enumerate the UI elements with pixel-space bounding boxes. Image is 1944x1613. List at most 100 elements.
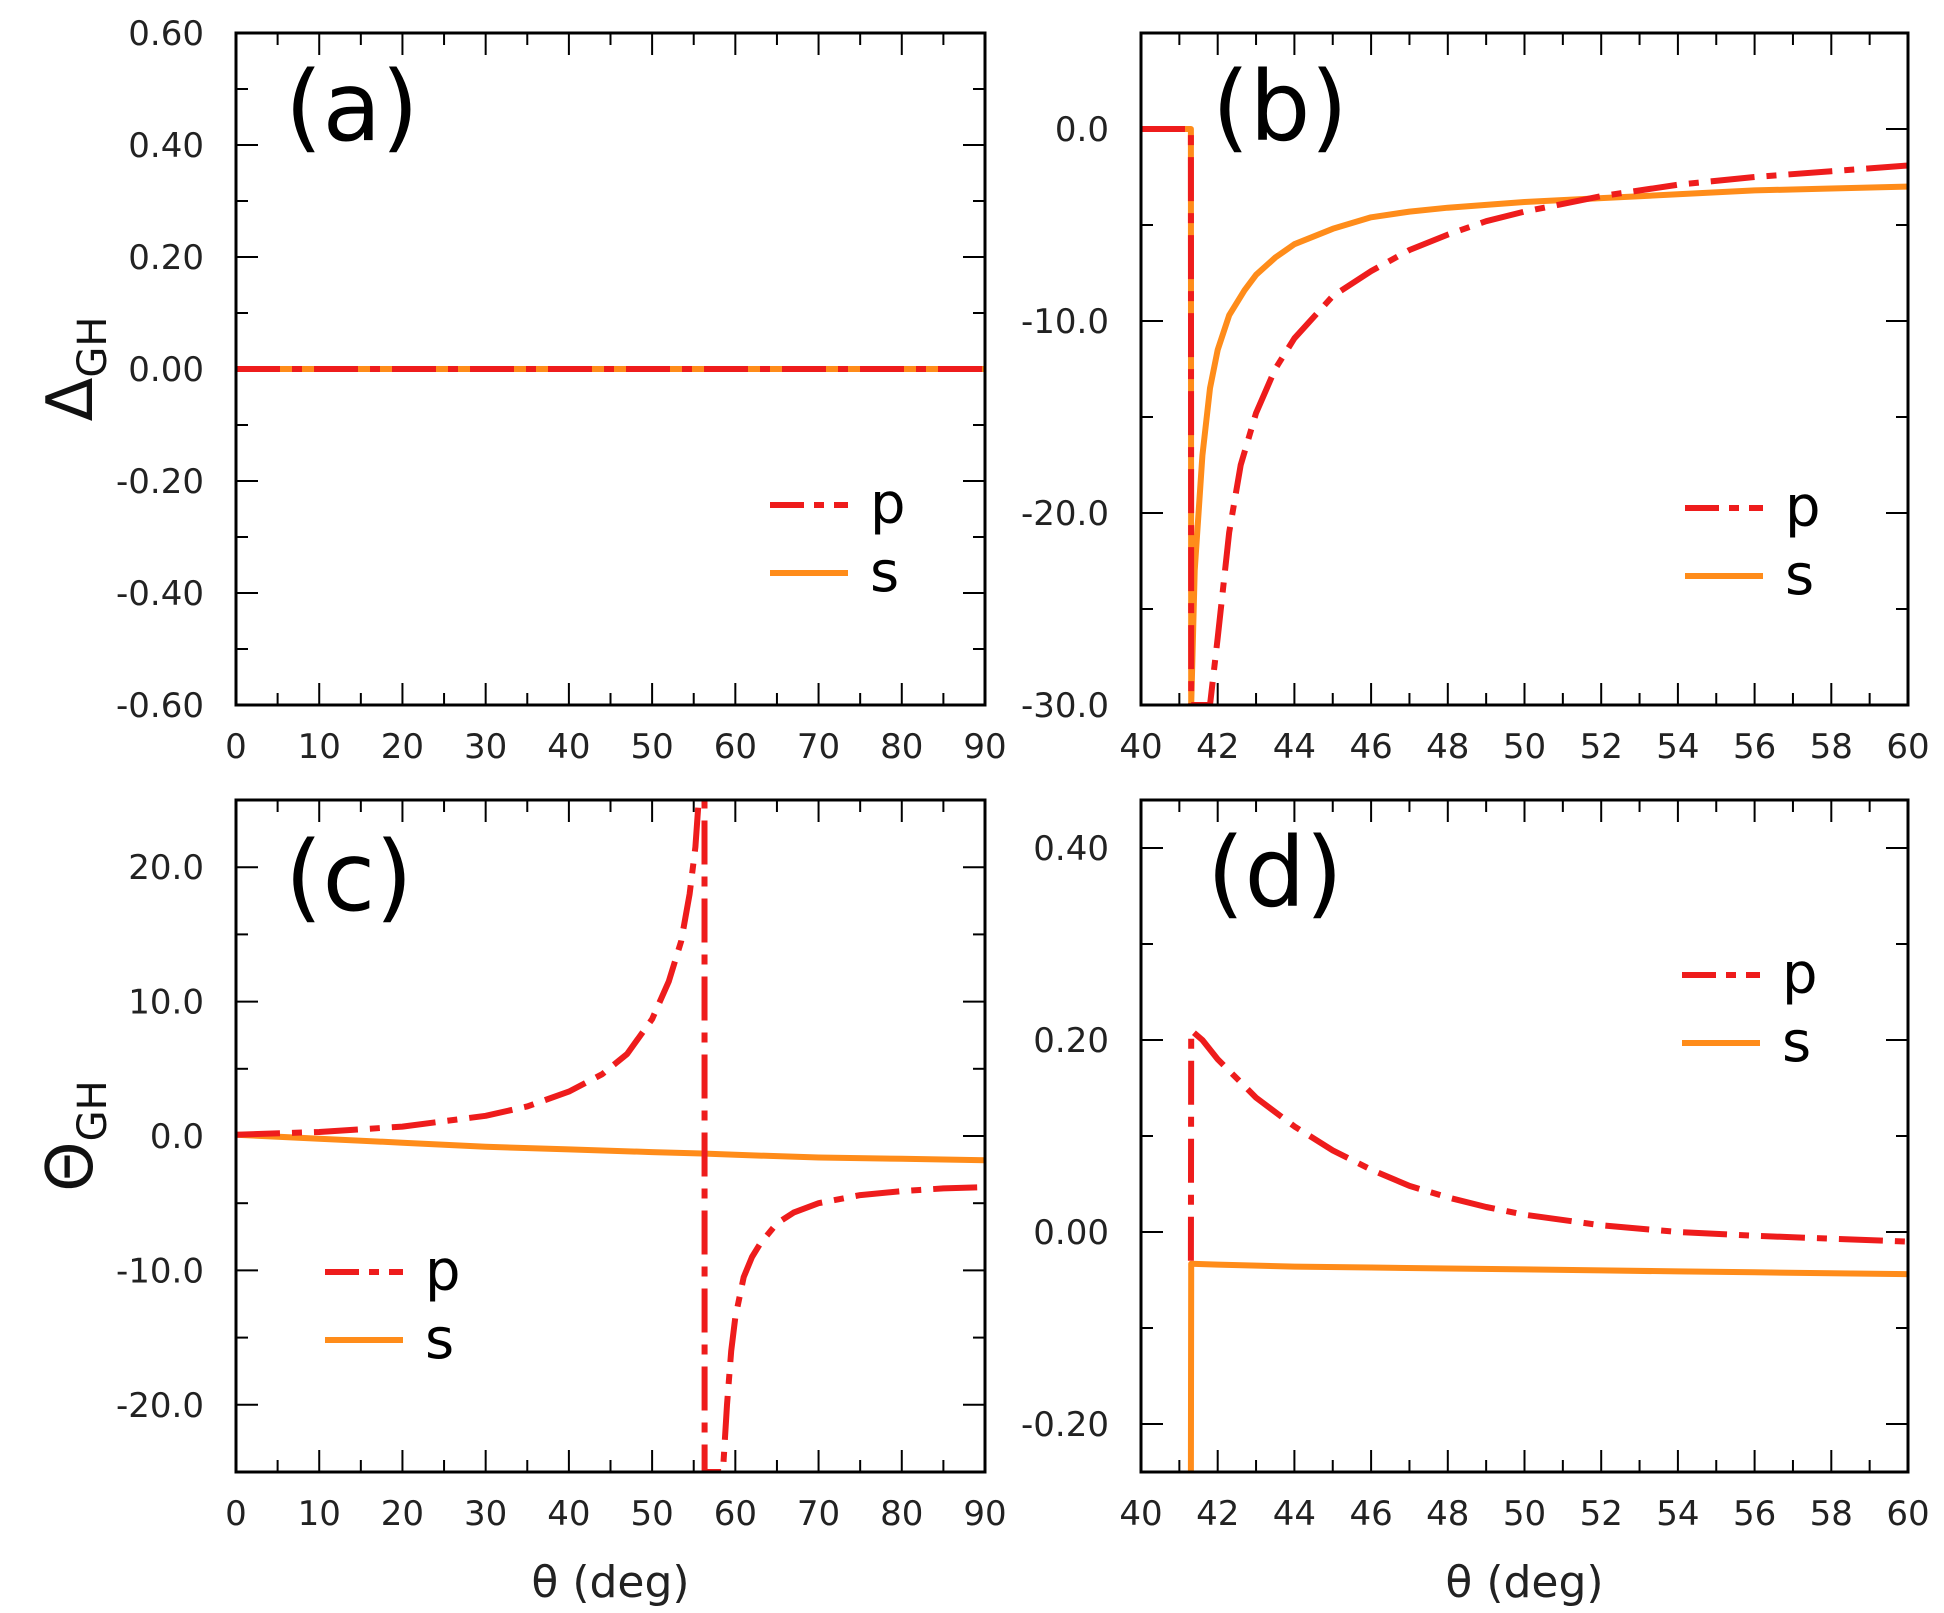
panel-label: (a) (285, 51, 419, 163)
legend-label-s: s (870, 540, 899, 605)
x-tick-label: 30 (464, 1494, 507, 1534)
legend-label-p: p (1782, 942, 1818, 1007)
series-group (1141, 126, 1908, 705)
y-tick-label: 20.0 (128, 848, 204, 888)
x-tick-label: 56 (1733, 727, 1776, 767)
panel-label: (d) (1207, 817, 1343, 929)
y-tick-label: 0.00 (1033, 1213, 1109, 1253)
x-tick-label: 40 (547, 1494, 590, 1534)
x-tick-label: 70 (797, 727, 840, 767)
legend: ps (1685, 475, 1821, 608)
legend-label-p: p (425, 1239, 461, 1304)
y-tick-label: -0.40 (116, 574, 204, 614)
plot-frame (234, 798, 987, 1474)
y-tick-label: 10.0 (128, 983, 204, 1023)
x-tick-label: 40 (1119, 1494, 1162, 1534)
panel-d: 40 42 44 46 48 50 52 54 56 58 60 0.40 0.20 0.00 -0.20 (… (1021, 798, 1930, 1608)
y-axis-title-sub: GH (70, 1080, 116, 1141)
y-tick-label: -10.0 (1021, 302, 1109, 342)
legend: ps (325, 1239, 461, 1372)
x-tick-label: 10 (298, 727, 341, 767)
y-tick-label: 0.20 (1033, 1021, 1109, 1061)
series-p-line (1141, 126, 1908, 705)
x-tick-label: 48 (1426, 1494, 1469, 1534)
y-tick-label: -10.0 (116, 1251, 204, 1291)
x-tick-label: 42 (1196, 1494, 1239, 1534)
y-tick-label: 0.20 (128, 238, 204, 278)
x-tick-label: 56 (1733, 1494, 1776, 1534)
x-tick-label: 58 (1810, 1494, 1853, 1534)
x-tick-label: 50 (1503, 727, 1546, 767)
x-tick-label: 10 (298, 1494, 341, 1534)
y-tick-label: -20.0 (116, 1386, 204, 1426)
x-tick-label: 46 (1349, 727, 1392, 767)
x-axis-title: θ (deg) (531, 1557, 689, 1608)
x-tick-label: 0 (225, 727, 247, 767)
x-tick-label: 42 (1196, 727, 1239, 767)
x-tick-label: 44 (1273, 727, 1316, 767)
legend: ps (1682, 942, 1818, 1075)
series-group (1187, 1027, 1908, 1472)
plot-frame (1139, 798, 1910, 1474)
legend-label-p: p (870, 472, 906, 537)
series-s-line (1141, 126, 1908, 705)
x-tick-label: 30 (464, 727, 507, 767)
y-tick-label: -0.20 (1021, 1405, 1109, 1445)
y-axis-title: ΘGH (34, 1080, 116, 1191)
panel-b: 40 42 44 46 48 50 52 54 56 58 60 0.0 -10.0 -20.0 -30.0… (1021, 31, 1930, 767)
x-tick-label: 46 (1349, 1494, 1392, 1534)
x-tick-label: 20 (381, 727, 424, 767)
y-axis-title-main: Θ (34, 1141, 108, 1191)
x-tick-label: 54 (1656, 1494, 1699, 1534)
x-tick-label: 40 (547, 727, 590, 767)
x-tick-label: 58 (1810, 727, 1853, 767)
x-tick-label: 80 (880, 1494, 923, 1534)
panel-c: 0 10 20 30 40 50 60 70 80 90 20.0 10.0 0.0 -10.0 -20.0… (34, 798, 1007, 1608)
series-s-line (1187, 1260, 1908, 1472)
x-tick-label: 50 (630, 1494, 673, 1534)
x-tick-label: 52 (1580, 727, 1623, 767)
x-tick-label: 44 (1273, 1494, 1316, 1534)
x-tick-label: 50 (1503, 1494, 1546, 1534)
plot-frame (1139, 31, 1910, 707)
y-tick-label: -30.0 (1021, 686, 1109, 726)
legend-label-s: s (1782, 1010, 1811, 1075)
legend-label-p: p (1785, 475, 1821, 540)
y-tick-label: -0.60 (116, 686, 204, 726)
x-tick-label: 60 (1886, 727, 1929, 767)
x-tick-label: 50 (630, 727, 673, 767)
ticks (1140, 800, 1909, 1472)
x-tick-label: 60 (714, 1494, 757, 1534)
legend: ps (770, 472, 906, 605)
x-tick-label: 90 (963, 727, 1006, 767)
y-axis-title: ΔGH (34, 317, 116, 422)
series-p-line (1187, 1027, 1908, 1261)
legend-label-s: s (425, 1307, 454, 1372)
y-tick-label: 0.00 (128, 350, 204, 390)
panel-label: (c) (285, 821, 413, 933)
x-tick-label: 52 (1580, 1494, 1623, 1534)
x-tick-label: 60 (1886, 1494, 1929, 1534)
plot-frame (234, 31, 987, 707)
y-tick-label: 0.40 (128, 126, 204, 166)
y-tick-label: 0.0 (150, 1117, 204, 1157)
x-tick-label: 90 (963, 1494, 1006, 1534)
y-tick-label: -0.20 (116, 462, 204, 502)
x-tick-label: 80 (880, 727, 923, 767)
x-tick-label: 54 (1656, 727, 1699, 767)
x-tick-label: 20 (381, 1494, 424, 1534)
y-tick-label: 0.60 (128, 14, 204, 54)
series-s-line (236, 1131, 985, 1164)
y-tick-label: 0.0 (1055, 110, 1109, 150)
y-tick-label: 0.40 (1033, 829, 1109, 869)
x-axis-title: θ (deg) (1445, 1557, 1603, 1608)
series-group (236, 800, 985, 1472)
y-tick-label: -20.0 (1021, 494, 1109, 534)
y-axis-title-sub: GH (70, 317, 116, 378)
x-tick-label: 70 (797, 1494, 840, 1534)
legend-label-s: s (1785, 543, 1814, 608)
x-tick-label: 40 (1119, 727, 1162, 767)
series-p-line (236, 800, 985, 1472)
x-tick-label: 48 (1426, 727, 1469, 767)
